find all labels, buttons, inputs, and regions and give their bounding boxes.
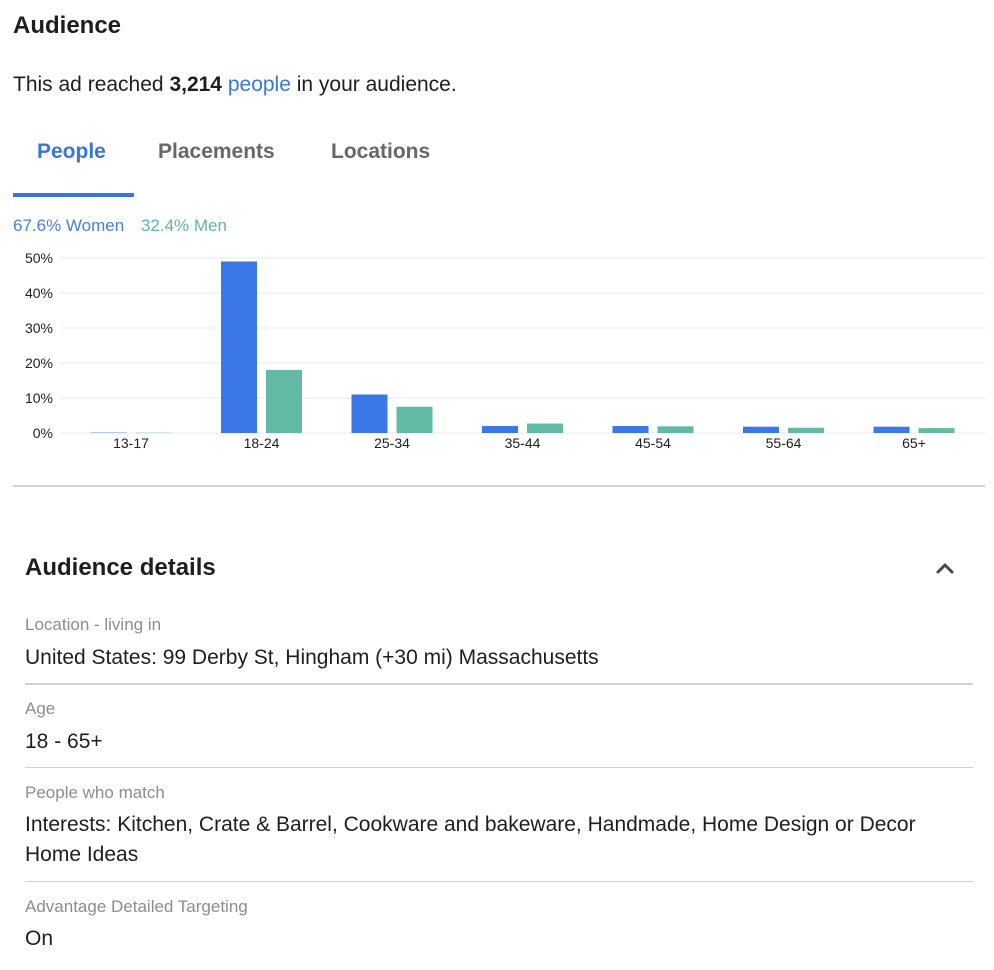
field-divider bbox=[25, 881, 973, 882]
bar-women-55-64 bbox=[743, 426, 779, 433]
y-tick-label: 0% bbox=[33, 425, 53, 441]
people-who-match-value: Interests: Kitchen, Crate & Barrel, Cook… bbox=[25, 813, 916, 866]
reach-summary: This ad reached 3,214 people in your aud… bbox=[13, 73, 457, 97]
y-tick-label: 30% bbox=[25, 320, 53, 336]
x-tick-label: 18-24 bbox=[244, 435, 280, 451]
page-title: Audience bbox=[13, 12, 122, 39]
x-tick-label: 25-34 bbox=[374, 435, 410, 451]
bar-men-45-54 bbox=[657, 426, 694, 433]
age-label: Age bbox=[25, 699, 56, 718]
tab-locations[interactable]: Locations bbox=[331, 140, 431, 163]
active-tab-indicator bbox=[13, 193, 134, 197]
advantage-targeting-label: Advantage Detailed Targeting bbox=[25, 897, 248, 916]
x-tick-label: 45-54 bbox=[635, 435, 671, 451]
x-tick-label: 35-44 bbox=[505, 435, 541, 451]
bar-men-18-24 bbox=[266, 370, 302, 433]
bar-women-25-34 bbox=[351, 394, 388, 433]
y-tick-label: 40% bbox=[25, 285, 53, 301]
audience-details-title: Audience details bbox=[25, 554, 216, 581]
bar-women-18-24 bbox=[221, 261, 257, 433]
people-link[interactable]: people bbox=[227, 73, 291, 96]
bar-men-13-17 bbox=[135, 432, 172, 434]
bar-men-25-34 bbox=[396, 406, 433, 433]
bar-women-65+ bbox=[873, 426, 910, 433]
chevron-up-icon[interactable] bbox=[930, 554, 960, 582]
location-value: United States: 99 Derby St, Hingham (+30… bbox=[25, 646, 599, 669]
reach-count: 3,214 bbox=[169, 73, 222, 96]
x-tick-label: 65+ bbox=[902, 435, 926, 451]
section-divider bbox=[13, 485, 985, 487]
gender-legend: 67.6% Women 32.4% Men bbox=[13, 216, 227, 236]
tab-bar: People Placements Locations bbox=[13, 130, 985, 198]
bar-women-45-54 bbox=[612, 426, 649, 433]
bar-men-55-64 bbox=[788, 427, 824, 433]
bar-men-35-44 bbox=[527, 423, 563, 433]
y-tick-label: 20% bbox=[25, 355, 53, 371]
reach-suffix: in your audience. bbox=[296, 73, 457, 96]
field-divider bbox=[25, 767, 973, 768]
people-who-match-label: People who match bbox=[25, 783, 165, 802]
location-label: Location - living in bbox=[25, 615, 162, 634]
field-divider bbox=[25, 683, 973, 685]
tab-people[interactable]: People bbox=[37, 140, 106, 163]
bar-women-13-17 bbox=[90, 431, 127, 433]
x-tick-label: 13-17 bbox=[113, 435, 149, 451]
reach-prefix: This ad reached bbox=[13, 73, 164, 96]
legend-women: 67.6% Women bbox=[13, 216, 125, 235]
tab-placements[interactable]: Placements bbox=[158, 140, 275, 163]
y-tick-label: 10% bbox=[25, 390, 53, 406]
bar-men-65+ bbox=[918, 428, 955, 433]
bar-women-35-44 bbox=[482, 426, 518, 433]
age-gender-bar-chart: 0% 10% 20% 30% 40% 50% 13-17 18-24 25-34 35-44 45-… bbox=[25, 250, 985, 451]
advantage-targeting-value: On bbox=[25, 927, 54, 950]
age-value: 18 - 65+ bbox=[25, 730, 103, 753]
legend-men: 32.4% Men bbox=[140, 216, 227, 235]
y-tick-label: 50% bbox=[25, 250, 53, 266]
x-tick-label: 55-64 bbox=[766, 435, 802, 451]
